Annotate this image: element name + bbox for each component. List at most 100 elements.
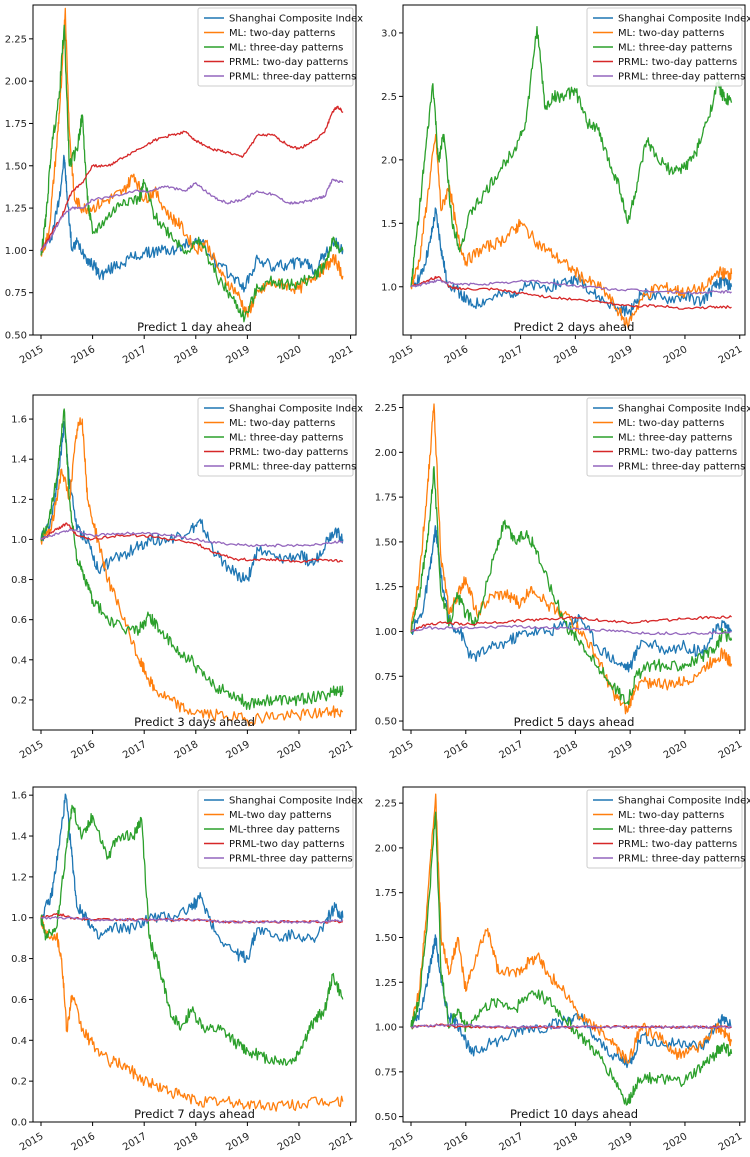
y-tick-label: 1.75 bbox=[5, 119, 27, 130]
y-tick-label: 1.2 bbox=[11, 872, 27, 883]
series-line-5 bbox=[410, 279, 732, 295]
chart-caption: Predict 1 day ahead bbox=[137, 320, 252, 334]
y-tick-label: 0.75 bbox=[375, 1067, 397, 1078]
series-line-4 bbox=[40, 105, 344, 251]
y-tick-label: 1.5 bbox=[381, 219, 397, 230]
series-line-4 bbox=[410, 275, 732, 310]
x-tick-label: 2021 bbox=[328, 344, 356, 366]
series-line-1 bbox=[40, 154, 344, 293]
y-tick-label: 1.00 bbox=[5, 246, 27, 257]
legend-label-1: Shanghai Composite Index bbox=[229, 14, 363, 25]
legend-label-1: Shanghai Composite Index bbox=[229, 404, 363, 415]
legend-label-4: PRML: two-day patterns bbox=[229, 57, 348, 68]
x-tick-label: 2015 bbox=[18, 1131, 46, 1153]
x-tick-label: 2016 bbox=[443, 1131, 471, 1153]
y-tick-label: 1.25 bbox=[375, 978, 397, 989]
y-tick-label: 0.4 bbox=[11, 655, 27, 666]
series-line-2 bbox=[410, 133, 733, 329]
y-tick-label: 3.0 bbox=[381, 28, 397, 39]
y-tick-label: 1.0 bbox=[11, 535, 27, 546]
x-tick-label: 2015 bbox=[18, 739, 46, 761]
legend-box bbox=[197, 397, 354, 477]
y-tick-label: 0.8 bbox=[11, 575, 27, 586]
chart-caption: Predict 3 days ahead bbox=[134, 715, 255, 729]
legend-box bbox=[586, 397, 743, 477]
chart-panel-1: 0.50 0.75 1.00 1.25 1.50 1.75 2.00 2.25 2015 2016… bbox=[5, 4, 363, 366]
y-tick-label: 0.75 bbox=[375, 672, 397, 683]
series-line-1 bbox=[410, 207, 733, 317]
legend-label-2: ML: two-day patterns bbox=[618, 28, 724, 39]
y-tick-label: 1.25 bbox=[5, 204, 27, 215]
x-tick-label: 2019 bbox=[607, 739, 635, 761]
legend-label-1: Shanghai Composite Index bbox=[618, 404, 750, 415]
x-tick-label: 2017 bbox=[498, 1131, 526, 1153]
x-tick-label: 2020 bbox=[662, 1131, 690, 1153]
legend-label-2: ML: two-day patterns bbox=[229, 418, 335, 429]
x-tick-label: 2017 bbox=[498, 739, 526, 761]
legend-label-2: ML-two day patterns bbox=[229, 810, 332, 821]
y-tick-label: 0.2 bbox=[11, 695, 27, 706]
legend-box bbox=[197, 7, 354, 87]
legend-label-5: PRML: three-day patterns bbox=[618, 462, 745, 473]
x-tick-label: 2016 bbox=[70, 1131, 98, 1153]
y-tick-label: 2.00 bbox=[375, 448, 397, 459]
y-tick-label: 1.0 bbox=[381, 282, 397, 293]
y-tick-label: 2.25 bbox=[5, 34, 27, 45]
series-line-5 bbox=[410, 624, 732, 636]
x-tick-label: 2015 bbox=[388, 1131, 416, 1153]
series-line-3 bbox=[410, 466, 733, 706]
y-tick-label: 1.6 bbox=[11, 415, 27, 426]
x-tick-label: 2016 bbox=[443, 739, 471, 761]
legend-label-3: ML: three-day patterns bbox=[618, 433, 732, 444]
legend-label-1: Shanghai Composite Index bbox=[618, 796, 750, 807]
y-tick-label: 0.0 bbox=[11, 1118, 27, 1129]
chart-panel-4: 0.50 0.75 1.00 1.25 1.50 1.75 2.00 2.25 2015 2016… bbox=[375, 394, 750, 761]
y-tick-label: 1.6 bbox=[11, 791, 27, 802]
chart-caption: Predict 7 days ahead bbox=[134, 1107, 255, 1121]
chart-panel-5: 0.0 0.2 0.4 0.6 0.8 1.0 1.2 1.4 1.6 2015 2016 2017 2… bbox=[11, 786, 363, 1153]
legend-label-5: PRML: three-day patterns bbox=[618, 854, 745, 865]
legend-label-3: ML: three-day patterns bbox=[229, 43, 343, 54]
legend-label-5: PRML: three-day patterns bbox=[618, 72, 745, 83]
series-line-5 bbox=[40, 528, 344, 548]
legend-label-3: ML: three-day patterns bbox=[618, 825, 732, 836]
x-tick-label: 2021 bbox=[717, 1131, 745, 1153]
x-tick-label: 2021 bbox=[328, 1131, 356, 1153]
x-tick-label: 2018 bbox=[552, 344, 580, 366]
y-tick-label: 1.25 bbox=[375, 582, 397, 593]
series-line-3 bbox=[410, 25, 733, 287]
series-line-3 bbox=[40, 408, 344, 710]
y-tick-label: 2.0 bbox=[381, 155, 397, 166]
y-tick-label: 0.2 bbox=[11, 1077, 27, 1088]
y-tick-label: 0.6 bbox=[11, 615, 27, 626]
y-tick-label: 1.75 bbox=[375, 888, 397, 899]
legend-label-2: ML: two-day patterns bbox=[618, 810, 724, 821]
series-line-5 bbox=[410, 1023, 732, 1030]
y-tick-label: 2.00 bbox=[375, 843, 397, 854]
series-line-5 bbox=[40, 178, 344, 252]
chart-panel-2: 1.0 1.5 2.0 2.5 3.0 2015 2016 2017 2018 2019 2020 2… bbox=[381, 4, 750, 366]
series-line-2 bbox=[40, 914, 344, 1112]
x-tick-label: 2020 bbox=[662, 344, 690, 366]
x-tick-label: 2021 bbox=[717, 344, 745, 366]
y-tick-label: 2.25 bbox=[375, 799, 397, 810]
x-tick-label: 2018 bbox=[173, 344, 201, 366]
x-tick-label: 2021 bbox=[328, 739, 356, 761]
x-tick-label: 2019 bbox=[224, 739, 252, 761]
legend-label-4: PRML: two-day patterns bbox=[618, 447, 737, 458]
x-tick-label: 2020 bbox=[276, 344, 304, 366]
y-tick-label: 1.4 bbox=[11, 832, 27, 843]
legend-label-3: ML: three-day patterns bbox=[618, 43, 732, 54]
series-line-2 bbox=[410, 793, 733, 1064]
legend-label-5: PRML: three-day patterns bbox=[229, 72, 356, 83]
y-tick-label: 1.0 bbox=[11, 913, 27, 924]
chart-caption: Predict 2 days ahead bbox=[514, 320, 635, 334]
chart-panel-3: 0.2 0.4 0.6 0.8 1.0 1.2 1.4 1.6 2015 2016 2017 2018… bbox=[11, 394, 363, 761]
y-tick-label: 0.8 bbox=[11, 954, 27, 965]
legend-label-3: ML: three-day patterns bbox=[229, 433, 343, 444]
y-tick-label: 1.50 bbox=[375, 933, 397, 944]
series-line-3 bbox=[410, 811, 733, 1106]
y-tick-label: 1.50 bbox=[5, 161, 27, 172]
legend-label-4: PRML: two-day patterns bbox=[618, 839, 737, 850]
